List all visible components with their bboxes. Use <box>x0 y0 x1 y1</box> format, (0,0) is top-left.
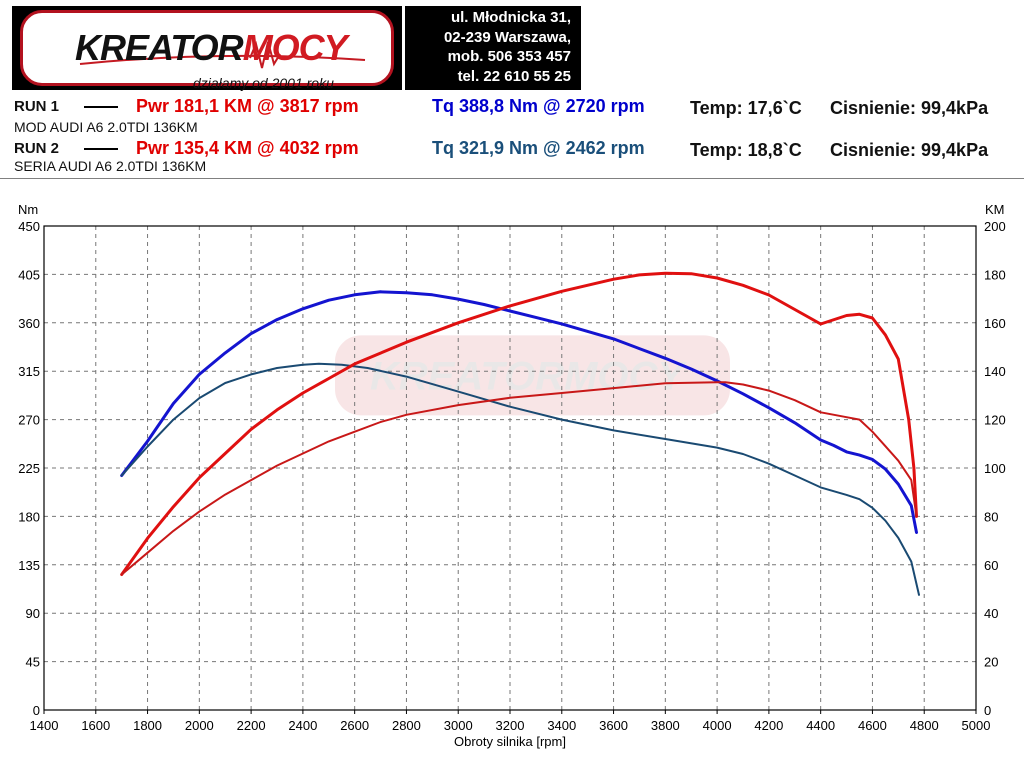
x-tick-label: 5000 <box>962 718 991 733</box>
y-left-tick-label: 90 <box>26 606 40 621</box>
contact-line: tel. 22 610 55 25 <box>457 67 571 85</box>
x-tick-label: 2400 <box>288 718 317 733</box>
y-left-tick-label: 270 <box>18 413 40 428</box>
run2-temperature: Temp: 18,8`C <box>690 140 802 160</box>
x-tick-label: 2200 <box>237 718 266 733</box>
x-axis-label: Obroty silnika [rpm] <box>454 734 566 749</box>
y-left-tick-label: 405 <box>18 267 40 282</box>
logo-panel: KREATORMOCY działamy od 2001 roku <box>12 6 402 91</box>
y-left-axis-label: Nm <box>18 202 38 217</box>
brand-logo: KREATORMOCY działamy od 2001 roku <box>20 10 394 91</box>
y-right-axis-label: KM <box>985 202 1005 217</box>
x-tick-label: 1400 <box>30 718 59 733</box>
y-left-tick-label: 360 <box>18 316 40 331</box>
y-left-tick-label: 135 <box>18 558 40 573</box>
x-tick-label: 4800 <box>910 718 939 733</box>
series-line-run2-power <box>120 381 918 576</box>
brand-tagline: działamy od 2001 roku <box>193 75 334 91</box>
run1-label: RUN 1 <box>14 98 60 115</box>
run2-pressure: Cisnienie: 99,4kPa <box>830 140 989 160</box>
brand-wordmark: KREATORMOCY <box>75 27 348 68</box>
x-tick-label: 1800 <box>133 718 162 733</box>
x-tick-label: 4000 <box>703 718 732 733</box>
x-tick-label: 2800 <box>392 718 421 733</box>
contact-line: ul. Młodnicka 31, <box>450 9 571 26</box>
series-line-run2-torque <box>120 362 920 596</box>
x-tick-label: 3800 <box>651 718 680 733</box>
contact-line: 02-239 Warszawa, <box>443 28 571 46</box>
y-right-tick-label: 20 <box>984 655 998 670</box>
logo-swoosh-icon <box>79 40 366 69</box>
y-right-tick-label: 120 <box>984 413 1006 428</box>
y-left-tick-label: 45 <box>26 655 40 670</box>
x-tick-label: 2000 <box>185 718 214 733</box>
y-right-tick-label: 180 <box>984 267 1006 282</box>
run2-torque-summary: Tq 321,9 Nm @ 2462 rpm <box>432 138 645 158</box>
run2-line-swatch <box>84 148 118 150</box>
contact-line: mob. 506 353 457 <box>447 48 571 65</box>
y-left-tick-label: 450 <box>18 219 40 234</box>
y-right-tick-label: 160 <box>984 316 1006 331</box>
run2-power-summary: Pwr 135,4 KM @ 4032 rpm <box>136 138 359 158</box>
y-right-tick-label: 80 <box>984 509 998 524</box>
run1-line-swatch <box>84 106 118 108</box>
x-tick-label: 4400 <box>806 718 835 733</box>
y-right-tick-label: 100 <box>984 461 1006 476</box>
x-tick-label: 3200 <box>496 718 525 733</box>
x-tick-label: 3000 <box>444 718 473 733</box>
grid-lines <box>44 226 976 710</box>
x-tick-label: 4200 <box>754 718 783 733</box>
series-line-run1-power <box>120 271 918 576</box>
contact-info: ul. Młodnicka 31, 02-239 Warszawa, mob. … <box>405 6 581 90</box>
run2-label: RUN 2 <box>14 140 60 157</box>
watermark-badge <box>335 335 730 416</box>
run1-description: MOD AUDI A6 2.0TDI 136KM <box>14 119 198 135</box>
watermark-text: KREATORMOCY <box>370 354 687 398</box>
x-tick-label: 2600 <box>340 718 369 733</box>
run1-power-summary: Pwr 181,1 KM @ 3817 rpm <box>136 96 359 116</box>
run1-torque-summary: Tq 388,8 Nm @ 2720 rpm <box>432 96 645 116</box>
x-tick-label: 4600 <box>858 718 887 733</box>
x-tick-label: 3600 <box>599 718 628 733</box>
y-right-tick-label: 60 <box>984 558 998 573</box>
run2-description: SERIA AUDI A6 2.0TDI 136KM <box>14 158 207 174</box>
y-right-tick-label: 0 <box>984 703 991 718</box>
y-right-tick-label: 200 <box>984 219 1006 234</box>
series-line-run1-torque <box>120 290 918 534</box>
y-left-tick-label: 225 <box>18 461 40 476</box>
y-left-tick-label: 0 <box>33 703 40 718</box>
y-left-tick-label: 180 <box>18 509 40 524</box>
y-left-tick-label: 315 <box>18 364 40 379</box>
y-right-tick-label: 40 <box>984 606 998 621</box>
run1-temperature: Temp: 17,6`C <box>690 98 802 118</box>
y-right-tick-label: 140 <box>984 364 1006 379</box>
run1-pressure: Cisnienie: 99,4kPa <box>830 98 989 118</box>
x-tick-label: 1600 <box>81 718 110 733</box>
x-tick-label: 3400 <box>547 718 576 733</box>
